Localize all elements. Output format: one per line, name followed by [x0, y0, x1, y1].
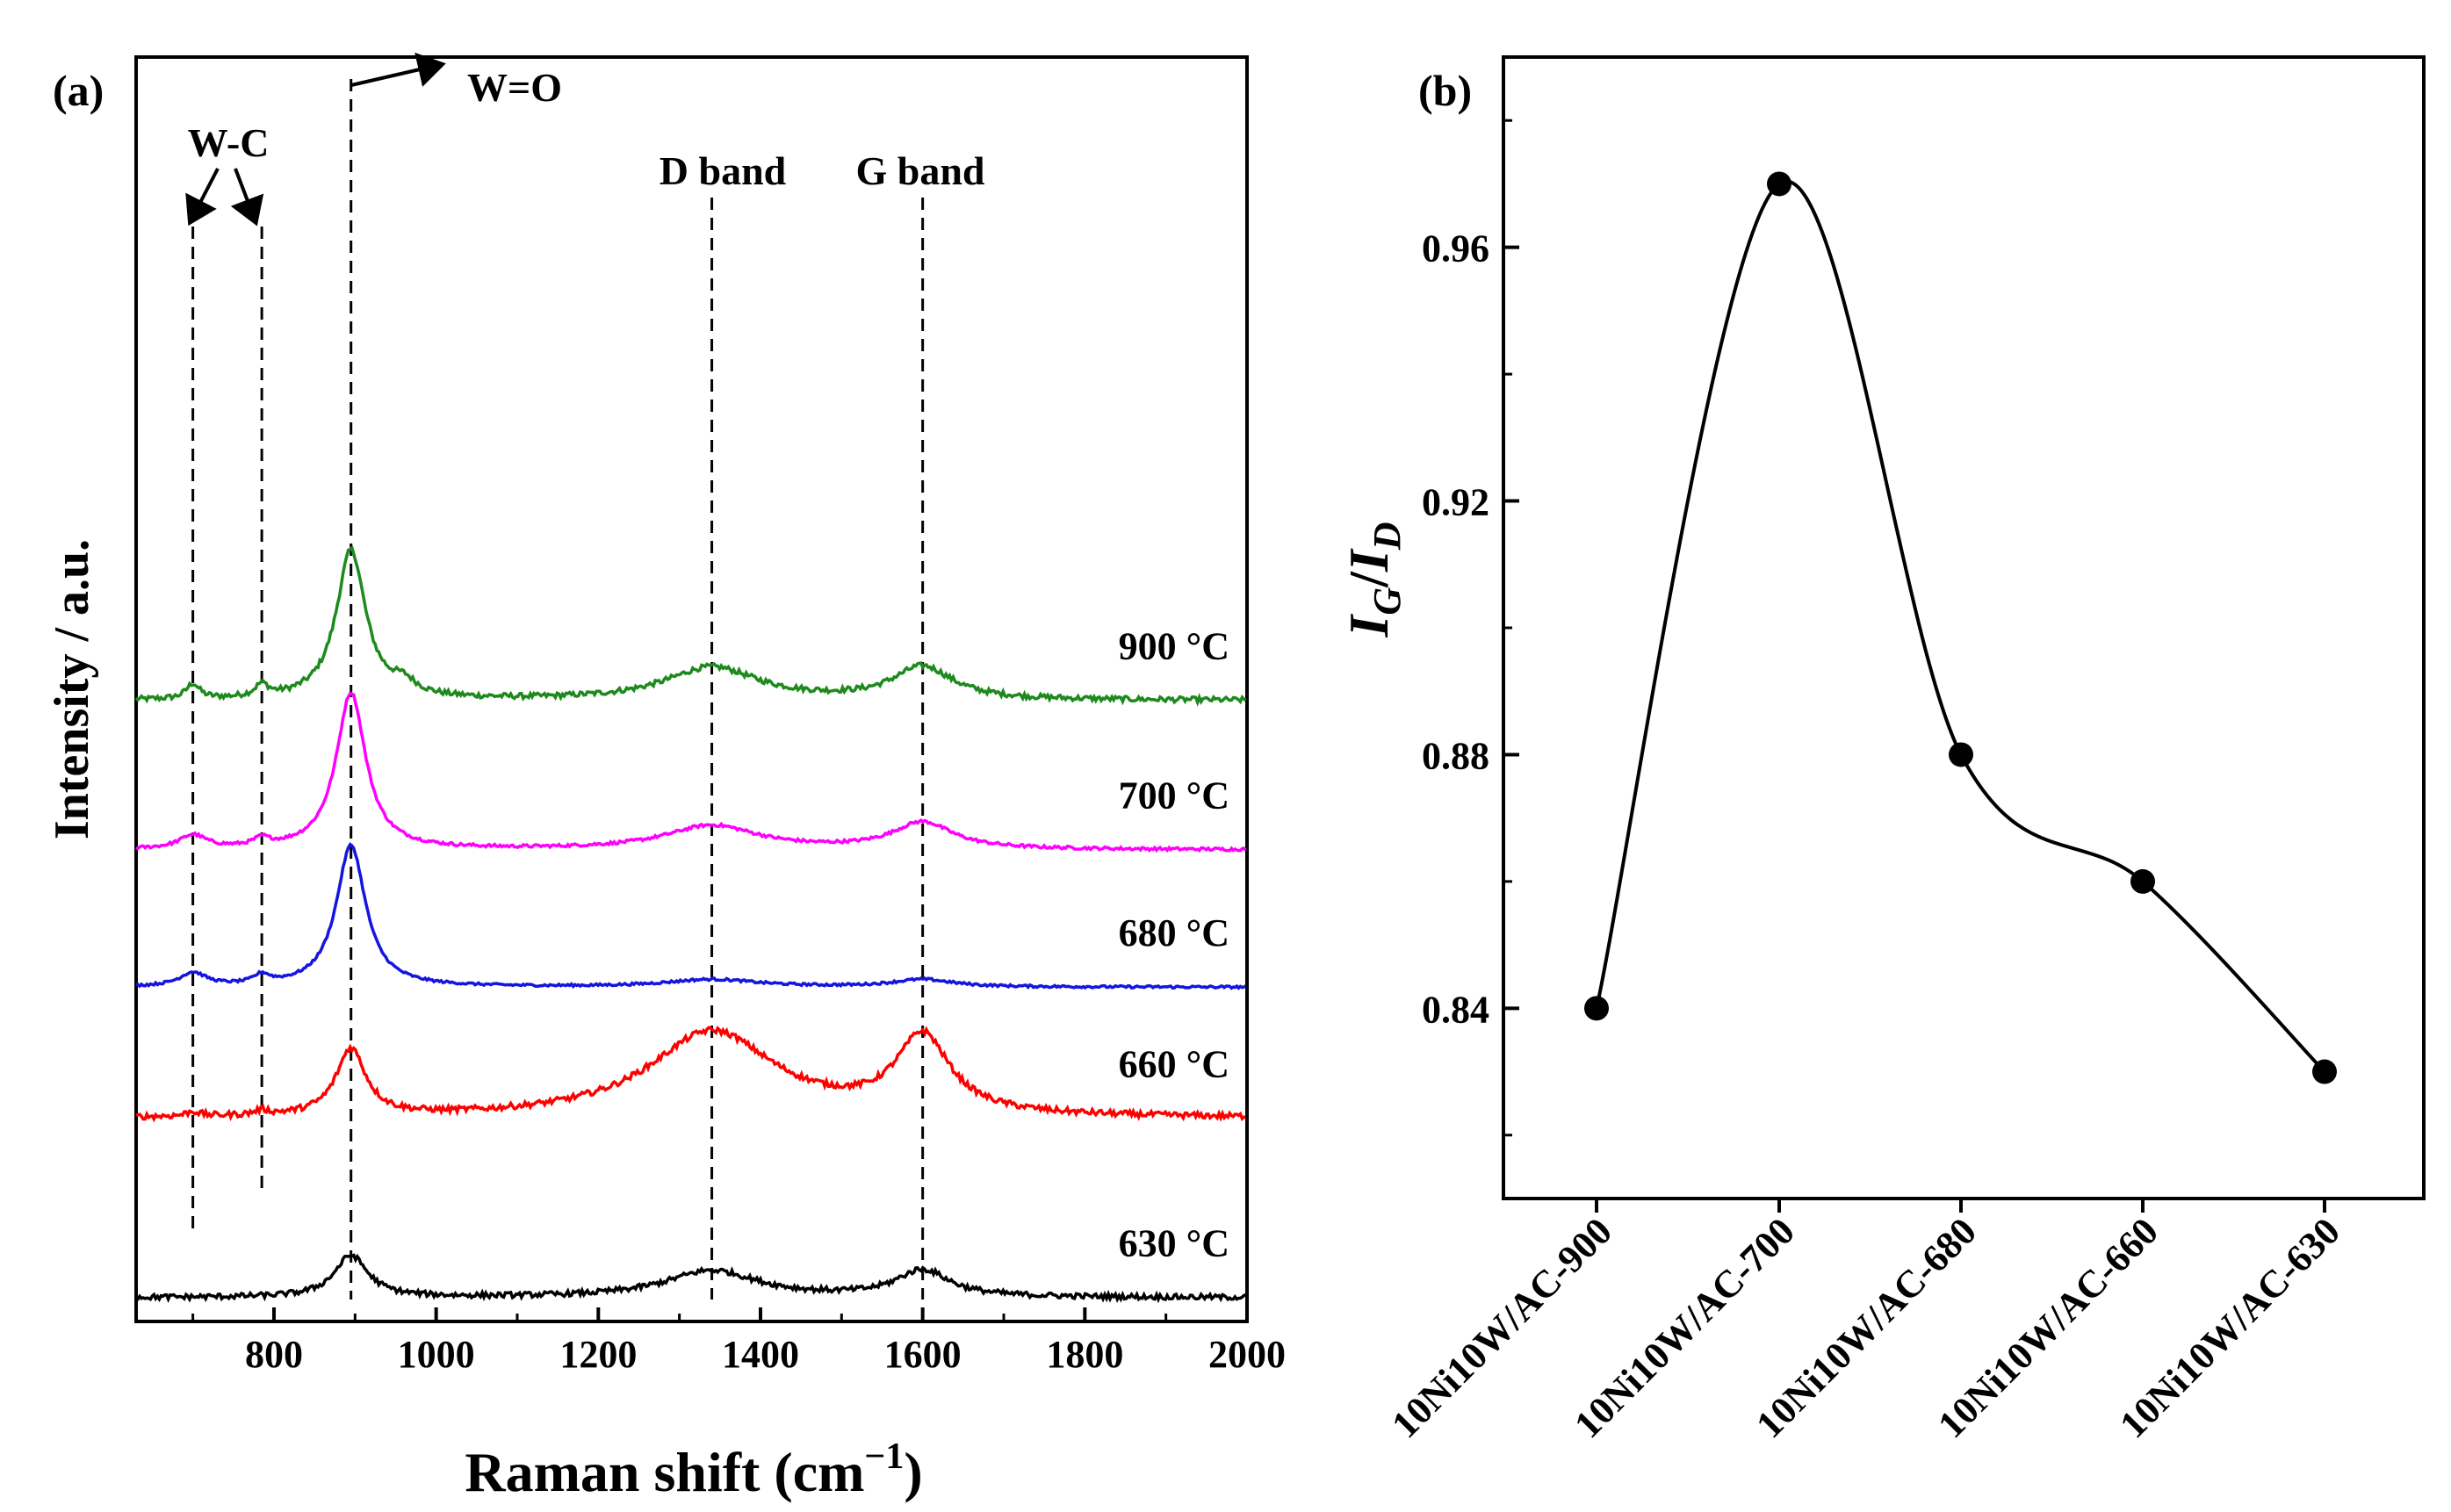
- annotation-d-band: D band: [660, 148, 787, 193]
- series-label: 700 °C: [1119, 774, 1229, 817]
- arrow-wo: [350, 52, 446, 87]
- series-label: 680 °C: [1119, 911, 1229, 954]
- panel-a-x-ticks: 800 1000 1200 1400 1600 1800 2000: [191, 1307, 1286, 1376]
- panel-b-label: (b): [1418, 66, 1472, 115]
- data-point: [2312, 1059, 2337, 1084]
- spectra-series: [134, 545, 1247, 1304]
- spectrum-line: [135, 842, 1247, 990]
- panel-a: 800 1000 1200 1400 1600 1800 2000 (a) Intensit…: [45, 52, 1286, 1503]
- series-label: 900 °C: [1119, 624, 1229, 667]
- spectrum-line: [134, 545, 1247, 707]
- y-tick-label: 0.96: [1422, 227, 1489, 270]
- x-tick-label: 800: [245, 1333, 303, 1376]
- annotation-wo: W=O: [467, 65, 562, 110]
- ratio-points: [1584, 171, 2337, 1084]
- annotation-g-band: G band: [855, 148, 984, 193]
- x-tick-label: 2000: [1208, 1333, 1286, 1376]
- data-point: [1949, 742, 1973, 767]
- data-point: [2130, 868, 2155, 894]
- series-label: 630 °C: [1119, 1221, 1229, 1264]
- panel-b-x-labels: 10Ni10W/AC-90010Ni10W/AC-70010Ni10W/AC-6…: [1383, 1209, 2348, 1446]
- y-tick-label: 0.84: [1422, 988, 1489, 1031]
- panel-b: 0.84 0.88 0.92 0.96 10Ni10W/AC-90010Ni10W/A…: [1337, 55, 2426, 1446]
- arrow-wc-1: [185, 168, 220, 227]
- x-tick-label: 1000: [398, 1333, 475, 1376]
- annotation-wc: W-C: [188, 120, 270, 165]
- x-tick-label: 1400: [722, 1333, 799, 1376]
- peak-guide-lines: [191, 79, 925, 1300]
- panel-a-frame: [134, 55, 1249, 1323]
- panel-a-label: (a): [53, 66, 104, 115]
- series-label: 660 °C: [1119, 1042, 1229, 1085]
- data-point: [1767, 171, 1791, 197]
- panel-a-x-label: Raman shift (cm−1): [465, 1436, 922, 1503]
- x-tick-label: 1200: [559, 1333, 637, 1376]
- panel-a-y-label: Intensity / a.u.: [45, 539, 99, 839]
- x-tick-label: 1600: [884, 1333, 962, 1376]
- spectrum-line: [135, 691, 1247, 853]
- panel-b-ticks: 0.84 0.88 0.92 0.96: [1422, 119, 2326, 1213]
- spectrum-line: [135, 1026, 1246, 1123]
- data-point: [1584, 996, 1609, 1021]
- spectrum-line: [135, 1253, 1247, 1304]
- y-tick-label: 0.92: [1422, 481, 1489, 524]
- arrow-wc-2: [230, 168, 264, 227]
- series-labels: 900 °C 700 °C 680 °C 660 °C 630 °C: [1119, 624, 1229, 1264]
- ratio-curve: [1595, 179, 2326, 1073]
- panel-b-y-label: IG/ID: [1337, 522, 1409, 637]
- x-tick-label: 1800: [1046, 1333, 1123, 1376]
- y-tick-label: 0.88: [1422, 734, 1489, 777]
